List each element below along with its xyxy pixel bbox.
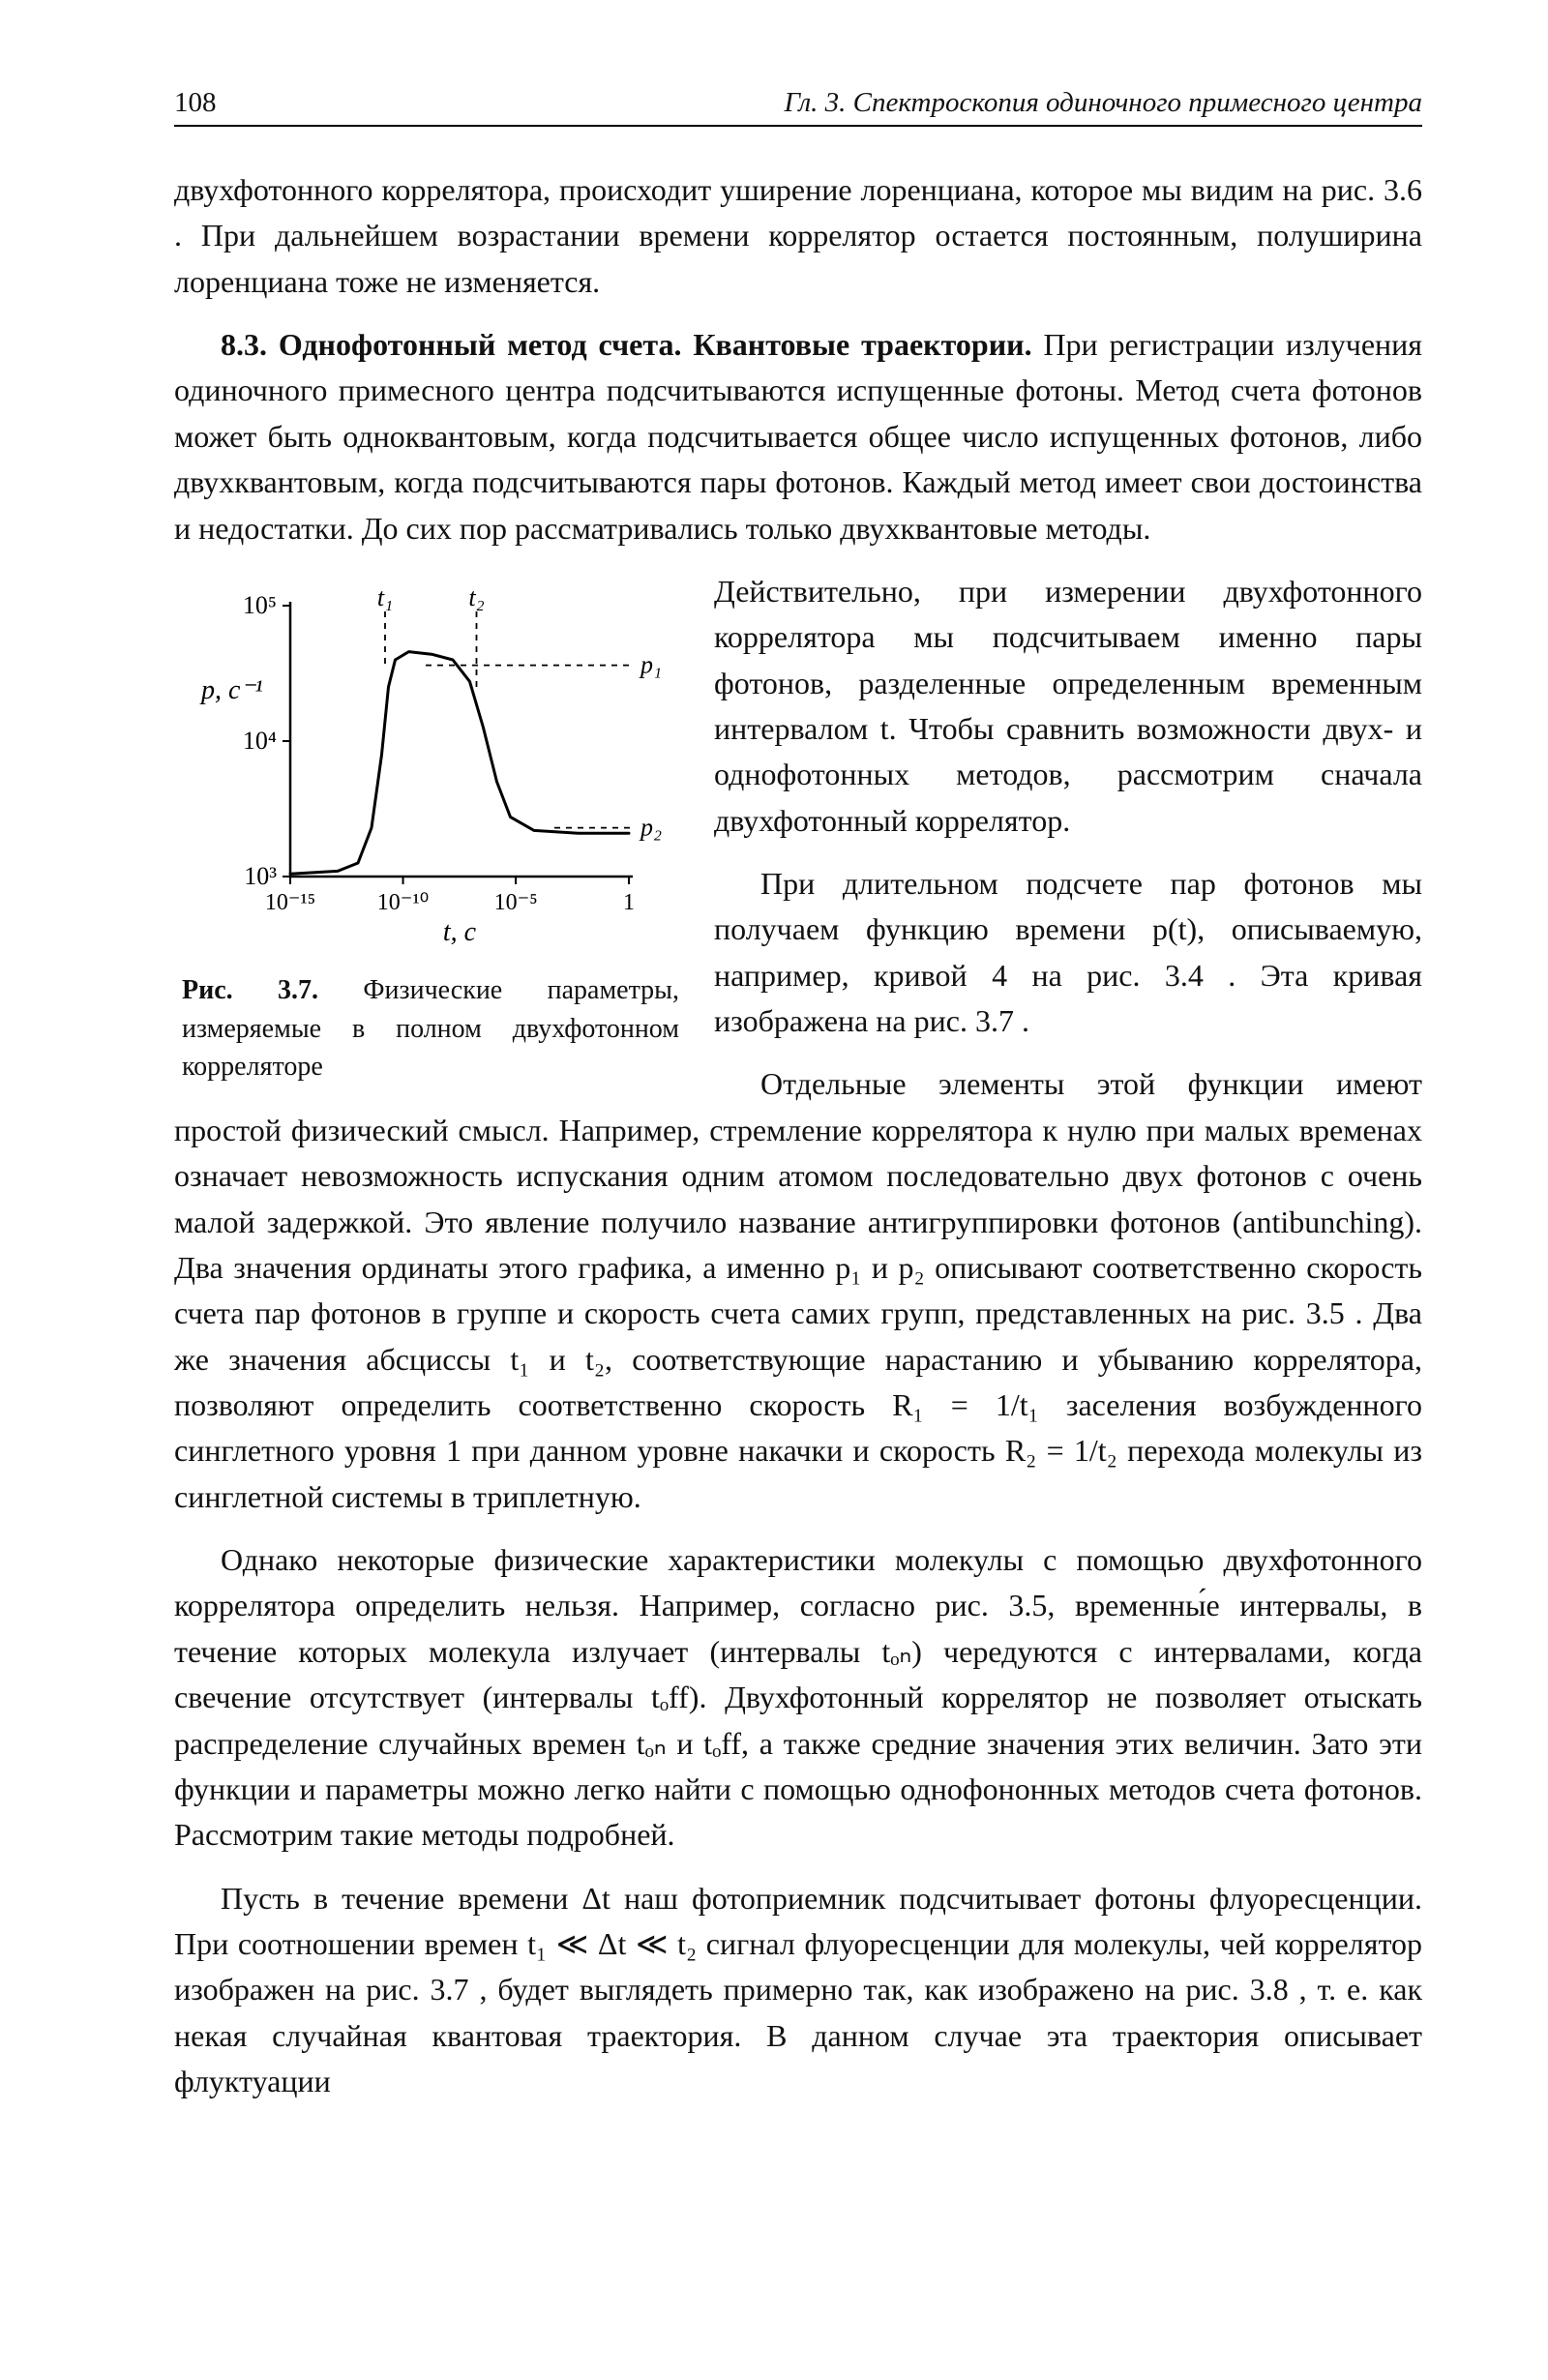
svg-text:p, с⁻¹: p, с⁻¹ bbox=[199, 675, 263, 705]
paragraph-1: двухфотонного коррелятора, происходит уш… bbox=[174, 167, 1422, 305]
svg-text:1: 1 bbox=[623, 890, 635, 915]
svg-text:10³: 10³ bbox=[244, 862, 277, 890]
figure-caption: Рис. 3.7. Физические параметры, измеряем… bbox=[174, 971, 687, 1086]
page: 108 Гл. 3. Спектроскопия одиночного прим… bbox=[0, 0, 1548, 2380]
svg-text:10⁻⁵: 10⁻⁵ bbox=[494, 890, 538, 915]
svg-text:t, с: t, с bbox=[443, 917, 477, 944]
svg-text:10⁻¹⁰: 10⁻¹⁰ bbox=[377, 890, 429, 915]
running-header: 108 Гл. 3. Спектроскопия одиночного прим… bbox=[174, 87, 1422, 127]
page-number: 108 bbox=[174, 87, 217, 119]
paragraph-7: Пусть в течение времени Δt наш фотоприем… bbox=[174, 1876, 1422, 2105]
svg-text:p₂: p₂ bbox=[639, 813, 662, 841]
svg-text:t₂: t₂ bbox=[468, 583, 484, 611]
svg-text:t₁: t₁ bbox=[377, 583, 393, 611]
figure-caption-label: Рис. 3.7. bbox=[182, 975, 318, 1005]
figure-3-7: 10³ 10⁴ 10⁵ 10⁻¹⁵ 10⁻¹⁰ 10⁻⁵ 1 t, с p, с⁻¹ t₁ t₂ p₁… bbox=[174, 577, 687, 1086]
paragraph-5: Отдельные элементы этой функции имеют пр… bbox=[174, 1061, 1422, 1520]
chart-svg: 10³ 10⁴ 10⁵ 10⁻¹⁵ 10⁻¹⁰ 10⁻⁵ 1 t, с p, с⁻¹ t₁ t₂ p₁… bbox=[174, 577, 687, 944]
chart-area: 10³ 10⁴ 10⁵ 10⁻¹⁵ 10⁻¹⁰ 10⁻⁵ 1 t, с p, с⁻¹ t₁ t₂ p₁… bbox=[174, 577, 687, 944]
svg-text:10⁴: 10⁴ bbox=[243, 727, 277, 755]
svg-text:10⁻¹⁵: 10⁻¹⁵ bbox=[265, 890, 315, 915]
svg-text:10⁵: 10⁵ bbox=[243, 591, 277, 619]
svg-text:p₁: p₁ bbox=[639, 650, 662, 678]
chapter-title: Гл. 3. Спектроскопия одиночного примесно… bbox=[785, 87, 1422, 119]
section-title: 8.3. Однофотонный метод счета. Квантовые… bbox=[221, 327, 1032, 362]
paragraph-6: Однако некоторые физические характеристи… bbox=[174, 1537, 1422, 1859]
paragraph-2: 8.3. Однофотонный метод счета. Квантовые… bbox=[174, 322, 1422, 551]
